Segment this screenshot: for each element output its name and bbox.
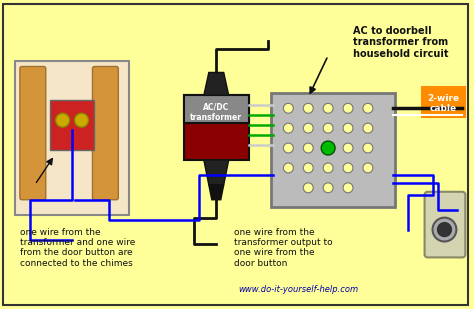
- Circle shape: [363, 143, 373, 153]
- Text: AC to doorbell
transformer from
household circuit: AC to doorbell transformer from househol…: [353, 26, 448, 59]
- Circle shape: [323, 163, 333, 173]
- Text: one wire from the
transformer and one wire
from the door button are
connected to: one wire from the transformer and one wi…: [20, 228, 135, 268]
- Circle shape: [283, 103, 293, 113]
- Circle shape: [283, 163, 293, 173]
- Polygon shape: [204, 160, 228, 185]
- Text: one wire from the
transformer output to
one wire from the
door button: one wire from the transformer output to …: [234, 228, 332, 268]
- Circle shape: [303, 183, 313, 193]
- Circle shape: [323, 183, 333, 193]
- FancyBboxPatch shape: [425, 192, 465, 257]
- Circle shape: [303, 143, 313, 153]
- Circle shape: [363, 163, 373, 173]
- Circle shape: [283, 123, 293, 133]
- Circle shape: [343, 183, 353, 193]
- Text: AC/DC
transformer: AC/DC transformer: [190, 103, 242, 122]
- Circle shape: [74, 113, 89, 127]
- Circle shape: [363, 123, 373, 133]
- Polygon shape: [209, 185, 224, 200]
- Text: 2-wire
cable: 2-wire cable: [428, 94, 459, 113]
- Circle shape: [303, 103, 313, 113]
- Circle shape: [343, 103, 353, 113]
- Circle shape: [323, 103, 333, 113]
- Circle shape: [321, 141, 335, 155]
- Circle shape: [303, 123, 313, 133]
- Circle shape: [303, 163, 313, 173]
- FancyBboxPatch shape: [184, 95, 248, 160]
- FancyBboxPatch shape: [184, 95, 248, 123]
- Circle shape: [363, 103, 373, 113]
- Circle shape: [323, 123, 333, 133]
- Circle shape: [323, 143, 333, 153]
- FancyBboxPatch shape: [92, 66, 118, 200]
- Polygon shape: [204, 73, 228, 95]
- Circle shape: [343, 163, 353, 173]
- FancyBboxPatch shape: [3, 4, 468, 305]
- FancyBboxPatch shape: [15, 61, 129, 215]
- Circle shape: [55, 113, 70, 127]
- Circle shape: [343, 123, 353, 133]
- FancyBboxPatch shape: [272, 93, 395, 207]
- FancyBboxPatch shape: [50, 100, 94, 150]
- Circle shape: [438, 222, 451, 236]
- Text: www.do-it-yourself-help.com: www.do-it-yourself-help.com: [238, 285, 358, 294]
- FancyBboxPatch shape: [421, 87, 465, 117]
- Circle shape: [343, 143, 353, 153]
- Circle shape: [433, 218, 456, 242]
- Circle shape: [283, 143, 293, 153]
- FancyBboxPatch shape: [20, 66, 46, 200]
